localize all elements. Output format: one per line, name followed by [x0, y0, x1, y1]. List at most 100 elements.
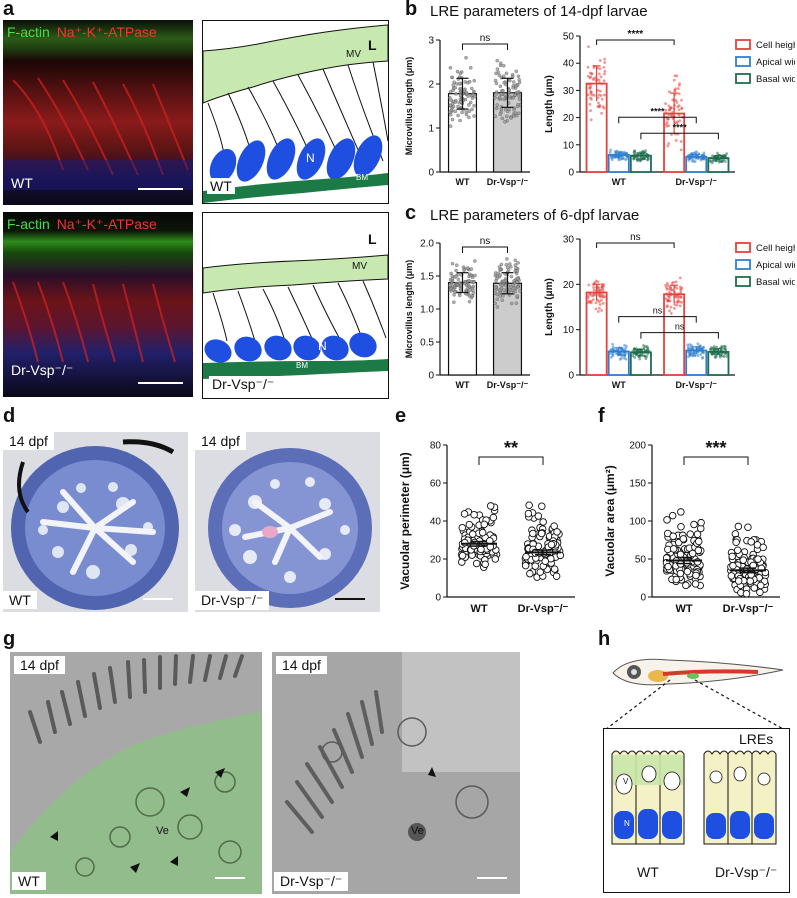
x-tick-label: WT	[456, 380, 470, 390]
data-point	[688, 350, 692, 354]
significance-bracket	[640, 132, 719, 140]
data-point	[679, 291, 683, 295]
y-tick-label: 3	[428, 36, 434, 47]
data-point	[462, 88, 467, 93]
data-point	[470, 294, 475, 298]
data-point	[608, 151, 612, 154]
legend-label: Basal width	[756, 277, 795, 288]
data-point	[477, 545, 485, 554]
data-point	[666, 304, 670, 308]
significance-bracket	[462, 246, 508, 253]
data-point	[715, 354, 718, 358]
data-point	[709, 346, 713, 349]
microvilli-label: MV	[346, 49, 361, 60]
data-point	[451, 104, 456, 109]
y-axis-label: Microvillus length (μm)	[404, 57, 414, 156]
data-point	[541, 557, 549, 566]
data-point	[473, 94, 477, 99]
schematic-wt: L MV N BM WT	[202, 20, 389, 204]
nucleus-label: N	[624, 819, 630, 828]
data-point	[470, 510, 478, 519]
data-point	[508, 287, 512, 292]
data-point	[694, 546, 703, 555]
data-point	[633, 356, 636, 359]
data-point	[676, 105, 680, 109]
data-point	[623, 151, 627, 155]
data-point	[513, 93, 517, 97]
legend-label: Cell height	[756, 243, 795, 254]
data-point	[472, 103, 476, 108]
data-point	[501, 88, 505, 93]
data-point	[469, 267, 474, 271]
data-point	[666, 144, 670, 148]
data-point	[457, 82, 462, 86]
data-point	[666, 299, 670, 303]
data-point	[493, 301, 497, 306]
data-point	[466, 94, 470, 98]
y-tick-label: 2.0	[420, 239, 434, 250]
data-point	[511, 283, 515, 287]
data-point	[460, 510, 469, 518]
data-point	[673, 74, 677, 78]
legend-label: Cell height	[756, 40, 795, 51]
lumen-label: L	[368, 231, 377, 247]
data-point	[668, 511, 677, 520]
panel-label-g: g	[3, 628, 16, 650]
data-point	[676, 569, 685, 578]
genotype-label: WT	[12, 872, 46, 890]
x-tick-label: Dr-Vsp⁻/⁻	[675, 177, 717, 187]
data-point	[672, 280, 675, 284]
data-point	[699, 158, 703, 162]
data-point	[728, 552, 736, 561]
data-point	[666, 284, 670, 288]
y-tick-label: 80	[430, 441, 442, 452]
genotype-label: WT	[207, 178, 235, 194]
data-point	[611, 347, 615, 351]
data-point	[663, 516, 671, 524]
nucleus-label: N	[318, 339, 327, 353]
y-tick-label: 150	[629, 479, 646, 490]
data-point	[734, 577, 743, 585]
x-tick-label: Dr-Vsp⁻/⁻	[487, 380, 529, 390]
data-point	[489, 513, 498, 522]
data-point	[589, 118, 593, 122]
data-point	[678, 276, 682, 280]
data-point	[512, 108, 516, 112]
y-tick-label: 50	[635, 555, 647, 566]
data-point	[589, 90, 593, 94]
significance-bracket	[596, 39, 675, 45]
data-point	[673, 89, 677, 93]
data-point	[664, 111, 668, 115]
significance-label: ns	[480, 33, 491, 44]
data-point	[552, 572, 561, 580]
panel-label-d: d	[3, 405, 16, 427]
data-point	[511, 86, 515, 90]
data-point	[679, 535, 688, 543]
data-point	[725, 152, 729, 156]
data-point	[603, 69, 607, 73]
data-point	[742, 589, 751, 598]
data-point	[686, 530, 695, 538]
data-point	[450, 117, 455, 122]
data-point	[494, 92, 498, 96]
data-point	[598, 303, 602, 306]
histology-image-mutant: 14 dpf Dr-Vsp⁻/⁻	[195, 432, 380, 612]
genotype-label: WT	[3, 591, 37, 609]
data-point	[669, 532, 677, 540]
data-point	[623, 343, 626, 347]
data-point	[688, 343, 692, 346]
data-point	[550, 522, 558, 530]
genotype-label: Dr-Vsp⁻/⁻	[274, 872, 349, 891]
data-point	[680, 300, 684, 304]
chart-c-length: 0 10 20 30 Length (μm) WT Dr-Vsp⁻/⁻ ns ns ns Cell …	[544, 232, 795, 390]
data-point	[678, 82, 681, 86]
data-point	[677, 508, 685, 516]
data-point	[702, 351, 706, 355]
data-point	[675, 293, 679, 297]
significance-bracket	[462, 43, 508, 50]
data-point	[644, 345, 648, 348]
data-point	[454, 92, 458, 96]
data-point	[712, 345, 716, 349]
data-point	[669, 311, 673, 315]
y-tick-label: 50	[563, 32, 575, 43]
